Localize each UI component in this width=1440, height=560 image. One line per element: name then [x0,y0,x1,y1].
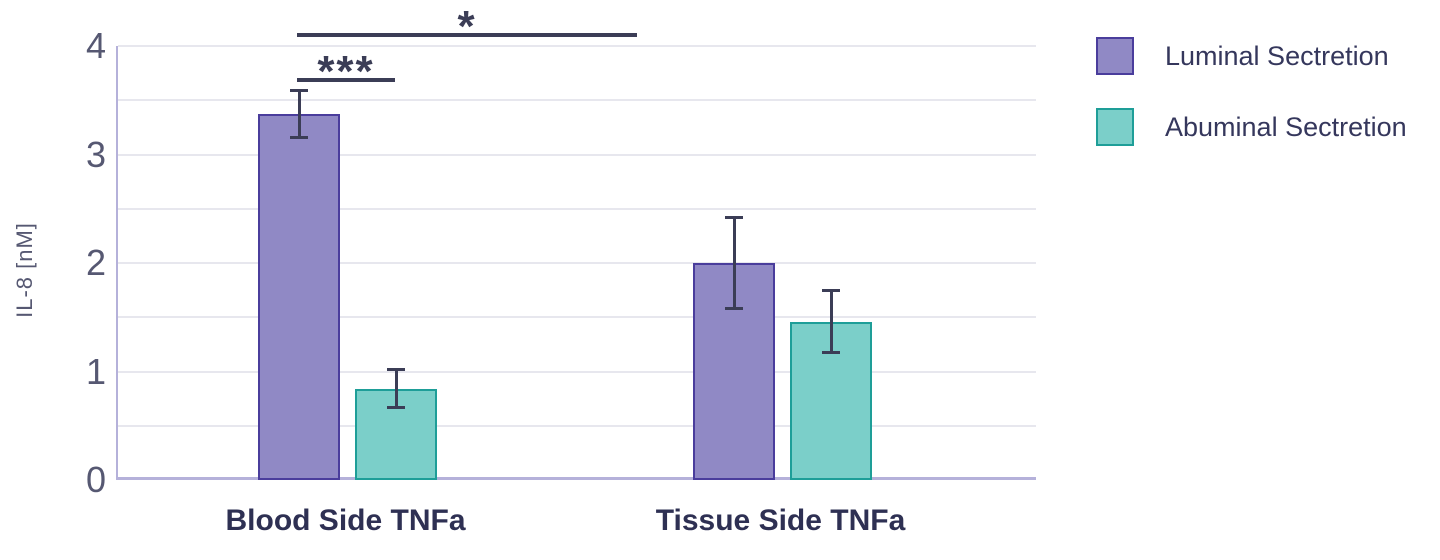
legend-swatch [1096,108,1134,146]
x-axis-label-blood-side-tnfa: Blood Side TNFa [225,504,466,537]
error-bar-cap [725,306,743,310]
gridline [118,424,1036,427]
gridline [118,370,1036,373]
gridline [118,262,1036,264]
error-bar-stem [732,216,736,310]
gridline [118,153,1036,156]
y-axis-tick-label: 3 [85,133,106,175]
gridline [118,316,1036,319]
error-bar-cap [290,89,308,93]
y-axis-tick-label: 4 [85,25,106,66]
y-axis-tick-label: 0 [85,459,106,500]
error-bar-cap [387,368,405,372]
gridline [118,99,1036,102]
error-bar-stem [297,89,301,140]
gridline [118,207,1036,210]
legend-label: Abuminal Sectretion [1165,111,1407,142]
error-bar-cap [290,136,308,140]
error-bar-stem [394,368,398,410]
significance-label: *** [317,47,375,96]
y-axis-tick-label: 2 [85,242,106,283]
error-bar-cap [725,216,743,220]
error-bar-stem [829,289,833,355]
gridline [118,45,1036,47]
y-axis-tick-label: 1 [85,350,106,392]
legend-item-abuminal-sectretion: Abuminal Sectretion [1096,108,1407,146]
bar-luminal-sectretion-blood-side-tnfa [258,114,340,480]
significance-line [297,78,395,82]
x-axis-label-tissue-side-tnfa: Tissue Side TNFa [655,504,906,537]
legend-label: Luminal Sectretion [1165,40,1389,71]
legend-swatch [1096,37,1134,75]
legend: Luminal Sectretion Abuminal Sectretion [1096,37,1407,146]
error-bar-cap [387,406,405,410]
legend-item-luminal-sectretion: Luminal Sectretion [1096,37,1407,75]
significance-label: * [457,2,477,51]
significance-line [297,33,637,37]
error-bar-cap [822,351,840,355]
plot-area [116,45,1036,480]
error-bar-cap [822,289,840,293]
